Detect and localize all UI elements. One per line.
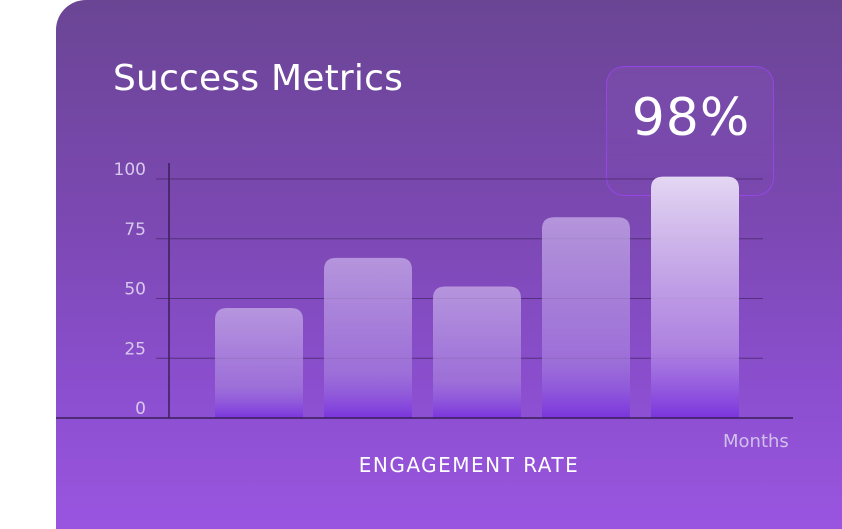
bar-1 <box>215 308 303 418</box>
y-tick-75: 75 <box>124 220 146 240</box>
y-tick-50: 50 <box>124 280 146 300</box>
bar-3 <box>433 286 521 418</box>
bar-2 <box>324 257 412 418</box>
x-axis-unit: Months <box>723 431 789 452</box>
x-axis-label: ENGAGEMENT RATE <box>358 453 580 477</box>
y-tick-25: 25 <box>124 339 146 359</box>
bars <box>215 176 739 418</box>
card-title: Success Metrics <box>113 58 404 99</box>
y-tick-labels: 0 25 50 75 100 <box>114 160 146 419</box>
kpi-box <box>606 66 774 196</box>
y-tick-0: 0 <box>135 399 146 419</box>
bar-5 <box>651 176 739 418</box>
y-tick-100: 100 <box>114 160 146 180</box>
bar-4 <box>542 217 630 418</box>
axes <box>56 163 793 419</box>
kpi-value: 98% <box>631 88 751 148</box>
bar-chart: 0 25 50 75 100 <box>56 160 793 419</box>
metrics-card: Success Metrics 0 25 50 75 100 98% Months EN… <box>56 0 842 529</box>
